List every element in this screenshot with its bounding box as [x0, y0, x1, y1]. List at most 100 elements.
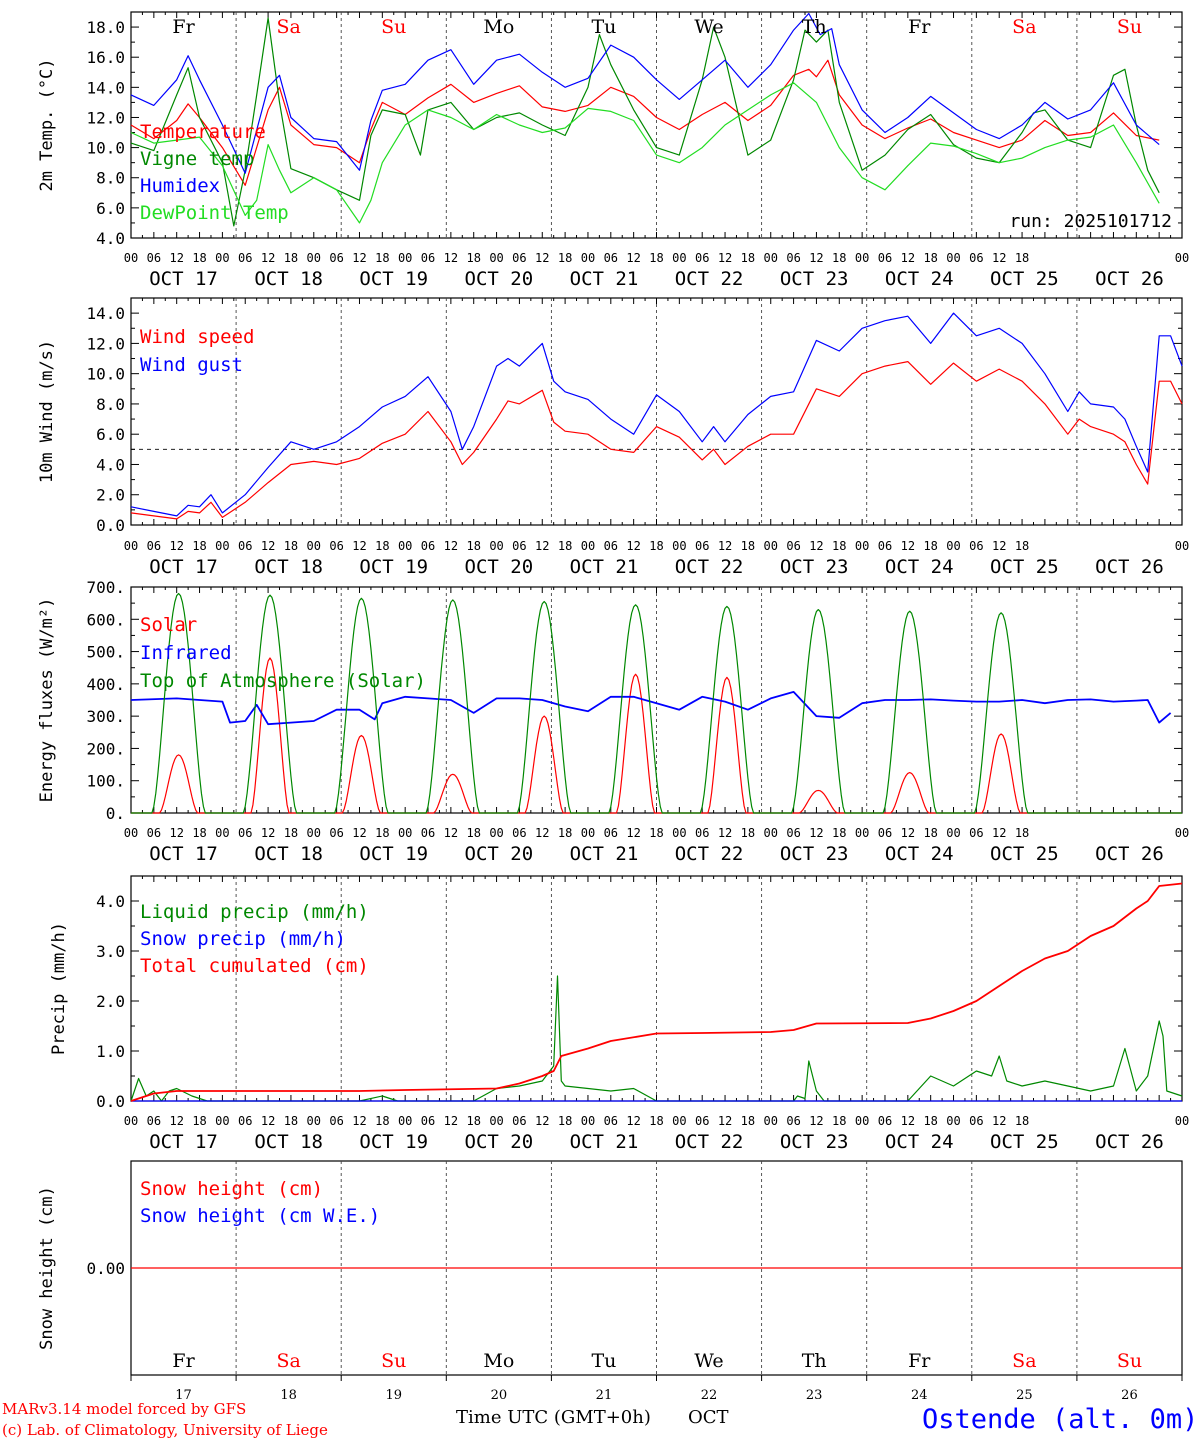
wind-y-tick-label: 2.0 [96, 486, 125, 505]
wind-date-label: OCT 26 [1095, 556, 1164, 578]
wind-hour-tick-label: 06 [329, 539, 343, 553]
temperature-y-tick-label: 6.0 [96, 199, 125, 218]
temperature-hour-tick-label: 00 [581, 251, 595, 265]
energy-hour-tick-label: 00 [946, 826, 960, 840]
wind-hour-tick-label: 12 [535, 539, 549, 553]
temperature-hour-tick-label: 00 [1175, 251, 1189, 265]
temperature-series-line [130, 17, 1160, 227]
energy-hour-tick-label: 06 [421, 826, 435, 840]
energy-hour-tick-label: 00 [581, 826, 595, 840]
temperature-hour-tick-label: 12 [535, 251, 549, 265]
precip-hour-tick-label: 00 [1175, 1114, 1189, 1128]
precip-hour-tick-label: 06 [512, 1114, 526, 1128]
energy-y-tick-label: 400. [86, 675, 125, 694]
temperature-hour-tick-label: 06 [604, 251, 618, 265]
precip-hour-tick-label: 18 [741, 1114, 755, 1128]
wind-hour-tick-label: 12 [626, 539, 640, 553]
precip-hour-tick-label: 06 [421, 1114, 435, 1128]
energy-hour-tick-label: 18 [284, 826, 298, 840]
energy-hour-tick-label: 00 [307, 826, 321, 840]
temperature-hour-tick-label: 18 [558, 251, 572, 265]
precip-hour-tick-label: 00 [215, 1114, 229, 1128]
temperature-hour-tick-label: 12 [901, 251, 915, 265]
snow-y-tick-label: 0.00 [86, 1259, 125, 1278]
precip-date-label: OCT 18 [254, 1131, 323, 1153]
wind-hour-tick-label: 00 [398, 539, 412, 553]
temperature-hour-tick-label: 18 [284, 251, 298, 265]
temperature-day-label: Fr [172, 16, 195, 38]
temperature-hour-tick-label: 18 [832, 251, 846, 265]
snow-legend-entry: Snow height (cm W.E.) [140, 1205, 380, 1227]
wind-date-label: OCT 25 [990, 556, 1059, 578]
energy-date-label: OCT 17 [149, 843, 218, 865]
energy-date-label: OCT 21 [570, 843, 639, 865]
temperature-hour-tick-label: 00 [764, 251, 778, 265]
wind-y-tick-label: 4.0 [96, 455, 125, 474]
wind-hour-tick-label: 00 [855, 539, 869, 553]
precip-hour-tick-label: 00 [672, 1114, 686, 1128]
energy-date-label: OCT 24 [885, 843, 954, 865]
temperature-legend-entry: Humidex [140, 175, 220, 197]
precip-hour-tick-label: 18 [466, 1114, 480, 1128]
wind-date-label: OCT 17 [149, 556, 218, 578]
wind-hour-tick-label: 18 [375, 539, 389, 553]
temperature-date-label: OCT 17 [149, 268, 218, 290]
precip-hour-tick-label: 06 [969, 1114, 983, 1128]
energy-hour-tick-label: 06 [878, 826, 892, 840]
wind-y-tick-label: 0.0 [96, 516, 125, 535]
wind-legend-entry: Wind gust [140, 354, 243, 376]
precip-hour-tick-label: 12 [626, 1114, 640, 1128]
temperature-date-label: OCT 20 [465, 268, 534, 290]
precip-hour-tick-label: 00 [764, 1114, 778, 1128]
energy-hour-tick-label: 06 [147, 826, 161, 840]
temperature-hour-tick-label: 06 [969, 251, 983, 265]
snow-day-number: 20 [491, 1388, 508, 1403]
energy-y-tick-label: 0. [106, 804, 125, 823]
energy-hour-tick-label: 00 [764, 826, 778, 840]
wind-hour-tick-label: 00 [581, 539, 595, 553]
energy-hour-tick-label: 12 [169, 826, 183, 840]
energy-hour-tick-label: 12 [444, 826, 458, 840]
energy-hour-tick-label: 18 [741, 826, 755, 840]
energy-hour-tick-label: 12 [261, 826, 275, 840]
energy-hour-tick-label: 12 [626, 826, 640, 840]
temperature-day-label: Th [802, 16, 827, 38]
energy-date-label: OCT 18 [254, 843, 323, 865]
wind-hour-tick-label: 06 [969, 539, 983, 553]
snow-day-label: Mo [483, 1350, 514, 1372]
snow-day-label: Tu [591, 1350, 616, 1372]
temperature-date-label: OCT 19 [359, 268, 428, 290]
energy-hour-tick-label: 06 [604, 826, 618, 840]
wind-y-axis-title: 10m Wind (m/s) [37, 340, 57, 483]
energy-hour-tick-label: 18 [192, 826, 206, 840]
temperature-hour-tick-label: 06 [329, 251, 343, 265]
precip-hour-tick-label: 12 [261, 1114, 275, 1128]
wind-hour-tick-label: 12 [901, 539, 915, 553]
wind-series-line [130, 361, 1183, 520]
wind-hour-tick-label: 18 [741, 539, 755, 553]
temperature-date-label: OCT 23 [780, 268, 849, 290]
precip-hour-tick-label: 06 [695, 1114, 709, 1128]
energy-hour-tick-label: 18 [558, 826, 572, 840]
wind-hour-tick-label: 06 [878, 539, 892, 553]
temperature-y-tick-label: 4.0 [96, 229, 125, 248]
wind-hour-tick-label: 06 [695, 539, 709, 553]
footer-model-line2: (c) Lab. of Climatology, University of L… [2, 1421, 328, 1439]
temperature-hour-tick-label: 06 [786, 251, 800, 265]
wind-date-label: OCT 19 [359, 556, 428, 578]
wind-date-label: OCT 20 [465, 556, 534, 578]
wind-y-tick-label: 12.0 [86, 334, 125, 353]
series-lines [130, 12, 1183, 1269]
precip-hour-tick-label: 06 [329, 1114, 343, 1128]
energy-hour-tick-label: 12 [718, 826, 732, 840]
snow-day-number: 19 [385, 1388, 402, 1403]
wind-hour-tick-label: 12 [444, 539, 458, 553]
precip-y-tick-label: 2.0 [96, 992, 125, 1011]
snow-day-number: 21 [596, 1388, 613, 1403]
temperature-hour-tick-label: 12 [718, 251, 732, 265]
temperature-y-tick-label: 18.0 [86, 18, 125, 37]
energy-hour-tick-label: 06 [329, 826, 343, 840]
wind-hour-tick-label: 12 [809, 539, 823, 553]
precip-hour-tick-label: 12 [444, 1114, 458, 1128]
temperature-hour-tick-label: 12 [444, 251, 458, 265]
